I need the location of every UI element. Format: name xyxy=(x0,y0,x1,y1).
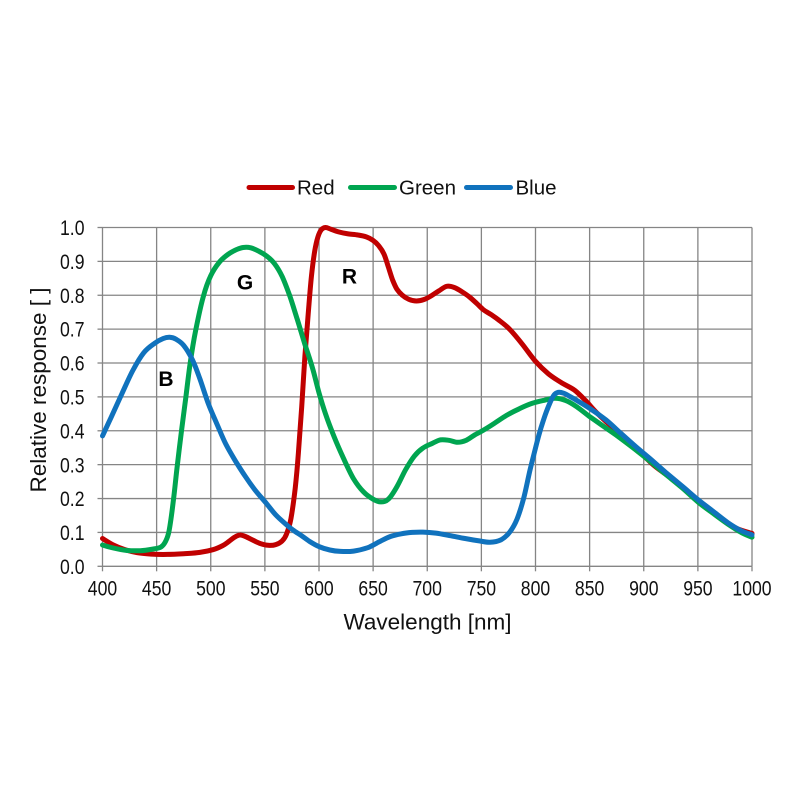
svg-text:0.0: 0.0 xyxy=(60,556,85,579)
svg-text:0.9: 0.9 xyxy=(60,251,85,274)
svg-text:0.7: 0.7 xyxy=(60,319,85,342)
svg-text:800: 800 xyxy=(521,578,550,601)
svg-text:400: 400 xyxy=(88,578,117,601)
svg-text:900: 900 xyxy=(629,578,658,601)
svg-text:G: G xyxy=(237,271,253,294)
svg-text:700: 700 xyxy=(413,578,442,601)
svg-text:Red: Red xyxy=(297,177,335,200)
svg-text:B: B xyxy=(158,368,173,391)
svg-text:0.1: 0.1 xyxy=(60,522,85,545)
svg-text:1.0: 1.0 xyxy=(60,217,85,240)
svg-text:650: 650 xyxy=(358,578,387,601)
svg-text:Relative response [ ]: Relative response [ ] xyxy=(26,287,51,492)
svg-text:R: R xyxy=(342,266,357,289)
svg-text:1000: 1000 xyxy=(732,578,771,601)
svg-text:Green: Green xyxy=(399,177,456,200)
svg-text:Blue: Blue xyxy=(516,177,557,200)
svg-text:550: 550 xyxy=(250,578,279,601)
svg-text:600: 600 xyxy=(304,578,333,601)
svg-text:450: 450 xyxy=(142,578,171,601)
svg-text:950: 950 xyxy=(683,578,712,601)
svg-text:0.6: 0.6 xyxy=(60,353,85,376)
svg-text:0.4: 0.4 xyxy=(60,420,85,443)
svg-text:500: 500 xyxy=(196,578,225,601)
svg-text:Wavelength [nm]: Wavelength [nm] xyxy=(344,610,512,635)
svg-text:750: 750 xyxy=(467,578,496,601)
svg-text:0.3: 0.3 xyxy=(60,454,85,477)
svg-text:0.2: 0.2 xyxy=(60,488,85,511)
svg-text:0.8: 0.8 xyxy=(60,285,85,308)
svg-text:0.5: 0.5 xyxy=(60,387,85,410)
svg-text:850: 850 xyxy=(575,578,604,601)
